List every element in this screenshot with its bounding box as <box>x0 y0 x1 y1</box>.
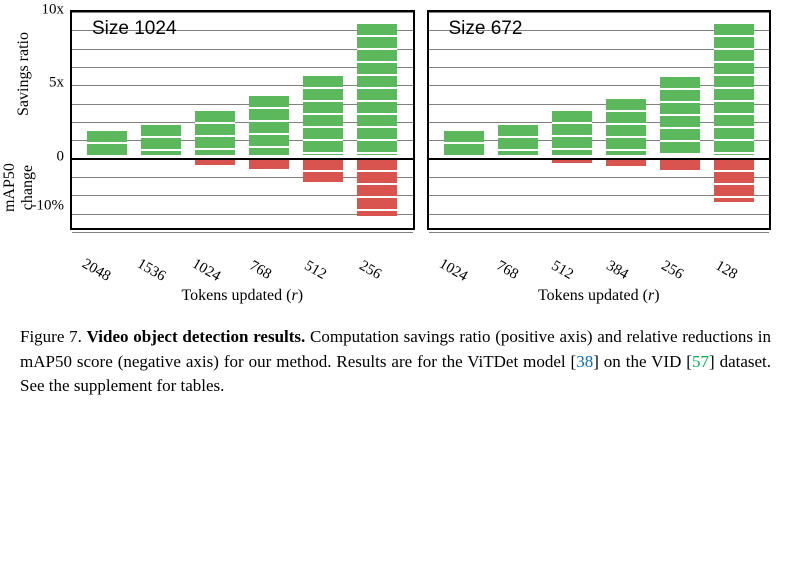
bars-container <box>72 12 413 228</box>
bar-group <box>655 12 705 228</box>
map-change-bar <box>714 159 754 202</box>
map-change-bar <box>357 159 397 217</box>
bar-group <box>298 12 348 228</box>
savings-bar <box>303 76 343 155</box>
x-ticks: 204815361024768512256 <box>70 246 415 263</box>
bar-group <box>136 12 186 228</box>
plot-area: Size 1024 <box>70 10 415 230</box>
y-tick: 0 <box>57 148 65 165</box>
bar-group <box>190 12 240 228</box>
savings-bar <box>249 96 289 155</box>
savings-bar <box>498 125 538 154</box>
figure: Savings ratiomAP50change10x5x0-10%Size 1… <box>20 10 771 399</box>
figure-caption: Figure 7. Video object detection results… <box>20 325 771 399</box>
chart-panel-1: Size 6721024768512384256128Tokens update… <box>427 10 772 305</box>
bar-group <box>82 12 132 228</box>
caption-title: Video object detection results. <box>87 327 306 346</box>
savings-bar <box>141 125 181 154</box>
y-tick: -10% <box>32 197 65 214</box>
map-change-bar <box>660 159 700 172</box>
bars-container <box>429 12 770 228</box>
panel-title: Size 1024 <box>92 18 177 40</box>
plot-area: Size 672 <box>427 10 772 230</box>
gridline <box>72 232 413 233</box>
savings-bar <box>195 111 235 155</box>
panel-title: Size 672 <box>449 18 523 40</box>
bar-group <box>547 12 597 228</box>
citation-57: 57 <box>692 352 709 371</box>
bar-group <box>439 12 489 228</box>
caption-fignum: Figure 7. <box>20 327 82 346</box>
map-change-bar <box>249 159 289 169</box>
savings-bar <box>606 99 646 155</box>
y-ticks: 10x5x0-10% <box>38 10 68 230</box>
zero-line <box>429 158 770 161</box>
x-ticks: 1024768512384256128 <box>427 246 772 263</box>
citation-38: 38 <box>576 352 593 371</box>
savings-bar <box>87 131 127 154</box>
savings-bar <box>714 24 754 155</box>
bar-group <box>601 12 651 228</box>
bar-group <box>709 12 759 228</box>
bar-group <box>244 12 294 228</box>
map-change-bar <box>303 159 343 182</box>
bar-group <box>352 12 402 228</box>
chart-panel-0: Savings ratiomAP50change10x5x0-10%Size 1… <box>70 10 415 305</box>
charts-row: Savings ratiomAP50change10x5x0-10%Size 1… <box>20 10 771 305</box>
gridline <box>429 232 770 233</box>
bar-group <box>493 12 543 228</box>
savings-bar <box>444 131 484 154</box>
zero-line <box>72 158 413 161</box>
savings-bar <box>552 111 592 155</box>
savings-bar <box>660 77 700 155</box>
caption-body-2: ] on the VID [ <box>593 352 692 371</box>
y-tick: 5x <box>49 75 64 92</box>
y-label-savings: Savings ratio <box>15 32 33 116</box>
savings-bar <box>357 24 397 155</box>
y-tick: 10x <box>42 2 65 19</box>
